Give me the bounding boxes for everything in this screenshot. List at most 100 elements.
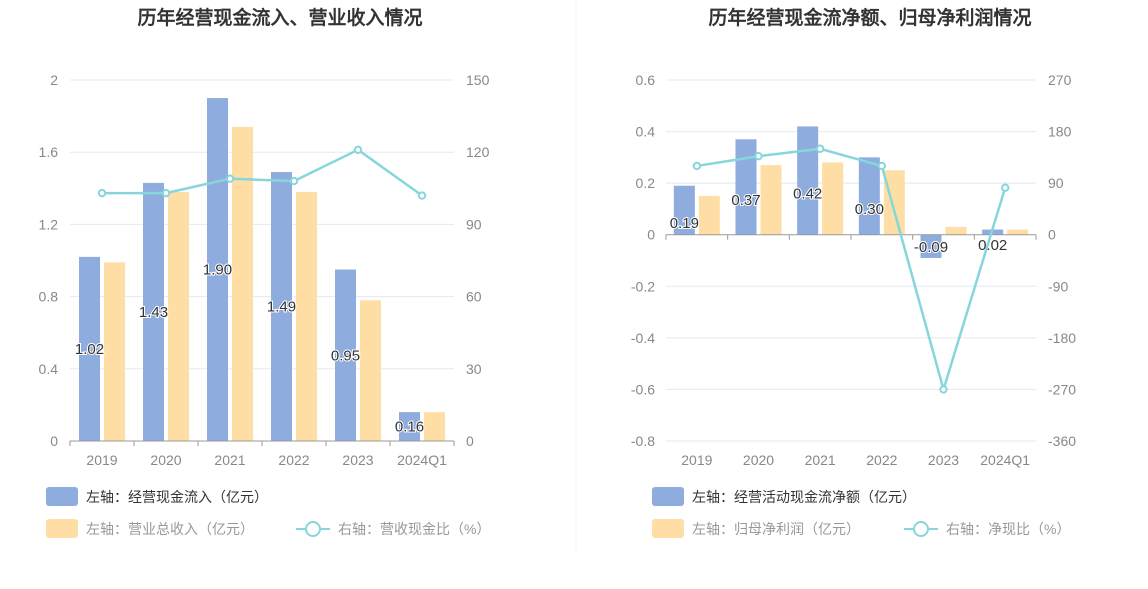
chart-2-title: 历年经营现金流净额、归母净利润情况 [708,6,1031,29]
chart-1-bar-data-label: 0.95 [331,347,360,364]
chart-2-legend-swatch-secondary [652,519,684,538]
chart-1-left-tick-label: 0 [50,433,58,449]
chart-1-bar-data-label: 1.43 [139,304,168,321]
chart-2-right-tick-label: 0 [1048,227,1056,243]
chart-1-bar-primary [335,269,356,441]
chart-2-bar-primary [735,139,757,235]
chart-2-left-tick-label: -0.4 [631,330,655,346]
chart-1-ratio-line [102,148,423,197]
chart-2-left-tick-label: 0.6 [636,72,656,88]
chart-1-title: 历年经营现金流入、营业收入情况 [137,6,422,29]
chart-1-left-tick-label: 1.6 [39,144,59,160]
chart-1-ratio-point [353,145,363,154]
chart-2-right-tick-label: -360 [1048,433,1076,449]
chart-2-ratio-point [815,144,825,153]
chart-2-bar-secondary [698,196,720,235]
chart-1-category-label: 2019 [86,452,117,468]
chart-1-left-tick-label: 1.2 [39,216,59,232]
chart-2-bar-primary [797,126,819,235]
chart-1-bar-secondary [296,191,317,441]
chart-1-bar-data-label: 1.49 [267,299,296,316]
chart-1-legend-label-primary: 左轴：经营现金流入（亿元） [86,489,268,505]
chart-1-right-tick-label: 150 [466,72,490,88]
chart-1-category-label: 2020 [150,452,181,468]
chart-2-ratio-point [754,152,763,161]
chart-1-legend-swatch-secondary [46,519,78,538]
chart-1-bar-primary [143,182,164,441]
chart-1-bar-data-label: 0.16 [395,419,424,436]
chart-2-category-label: 2020 [743,452,774,468]
chart-1-bar-data-label: 1.02 [75,341,104,358]
chart-2-legend-label-primary: 左轴：经营活动现金流净额（亿元） [692,489,916,505]
chart-2-right-tick-label: 270 [1048,72,1072,88]
chart-1-ratio-point [161,188,171,198]
chart-1-right-tick-label: 30 [466,361,482,377]
chart-2-bar-secondary [760,165,782,235]
chart-2-bar-data-label: 0.42 [793,186,822,203]
chart-2-bar-data-label: 0.02 [978,237,1007,254]
chart-1-bar-secondary [424,412,445,441]
chart-1-category-label: 2021 [214,452,245,468]
chart-2-bar-secondary [883,170,905,235]
chart-2-right-tick-label: 180 [1048,124,1072,140]
chart-1-category-label: 2023 [342,452,373,468]
chart-2-left-tick-label: 0 [647,227,655,243]
chart-2-right-tick-label: -180 [1048,330,1076,346]
chart-1-bar-secondary [104,262,125,441]
chart-2-ratio-line [696,147,1007,394]
chart-2-category-label: 2024Q1 [980,452,1030,468]
chart-2-category-label: 2023 [928,452,959,468]
chart-1-bar-primary [79,256,100,441]
chart-1-legend-label-secondary: 左轴：营业总收入（亿元） [86,521,254,537]
chart-2-right-tick-label: -270 [1048,381,1076,397]
chart-1-ratio-point [417,191,427,200]
chart-2-category-label: 2021 [805,452,836,468]
chart-1-ratio-point [225,174,235,183]
chart-2-left-tick-label: -0.6 [631,381,655,397]
chart-1-left-tick-label: 2 [50,72,58,88]
chart-2-bar-data-label: -0.09 [914,239,948,256]
chart-2-category-label: 2019 [681,452,712,468]
chart-2-ratio-point [939,385,948,394]
chart-1-bar-primary [271,172,292,441]
chart-1-bar-secondary [232,126,253,442]
chart-1-legend-swatch-primary [46,487,78,506]
chart-2-bar-data-label: 0.19 [670,215,699,232]
chart-1-category-label: 2024Q1 [397,452,447,468]
chart-1-right-tick-label: 120 [466,144,490,160]
chart-2-legend-swatch-primary [652,487,684,506]
chart-1-legend-label-line: 右轴：营收现金比（%） [338,521,490,537]
chart-2-bar-primary [673,185,695,235]
chart-2-ratio-point [1000,183,1010,192]
chart-1-ratio-point [289,176,299,186]
chart-2-bar-primary [920,234,942,258]
chart-2-bar-secondary [822,162,844,235]
chart-2-bar-data-label: 0.30 [855,201,884,218]
chart-1-bar-data-label: 1.90 [203,262,232,279]
chart-1-category-label: 2022 [278,452,309,468]
chart-2-bar-secondary [1007,229,1029,235]
chart-2-ratio-point [692,161,702,171]
chart-2-left-tick-label: -0.2 [631,278,655,294]
chart-2-bar-data-label: 0.37 [731,192,760,209]
chart-1-right-tick-label: 0 [466,433,474,449]
chart-2-left-tick-label: 0.2 [636,175,656,191]
chart-1-left-tick-label: 0.4 [39,361,59,377]
chart-2-ratio-point [877,161,887,171]
chart-2-legend-line-marker [913,521,929,537]
chart-2-legend-label-line: 右轴：净现比（%） [946,521,1070,537]
chart-1-right-tick-label: 60 [466,289,482,305]
chart-2-right-tick-label: 90 [1048,175,1064,191]
chart-2-right-tick-label: -90 [1048,278,1068,294]
chart-1-ratio-point [97,188,107,198]
chart-2-left-tick-label: 0.4 [636,124,656,140]
chart-1-bar-primary [399,412,420,441]
chart-2-legend-label-secondary: 左轴：归母净利润（亿元） [692,521,860,537]
chart-1-bar-secondary [168,191,189,441]
chart-1-left-tick-label: 0.8 [39,289,59,305]
chart-1-right-tick-label: 90 [466,216,482,232]
chart-2-bar-secondary [945,226,967,235]
chart-1-bar-secondary [360,300,381,441]
chart-2-bar-primary [858,157,880,235]
